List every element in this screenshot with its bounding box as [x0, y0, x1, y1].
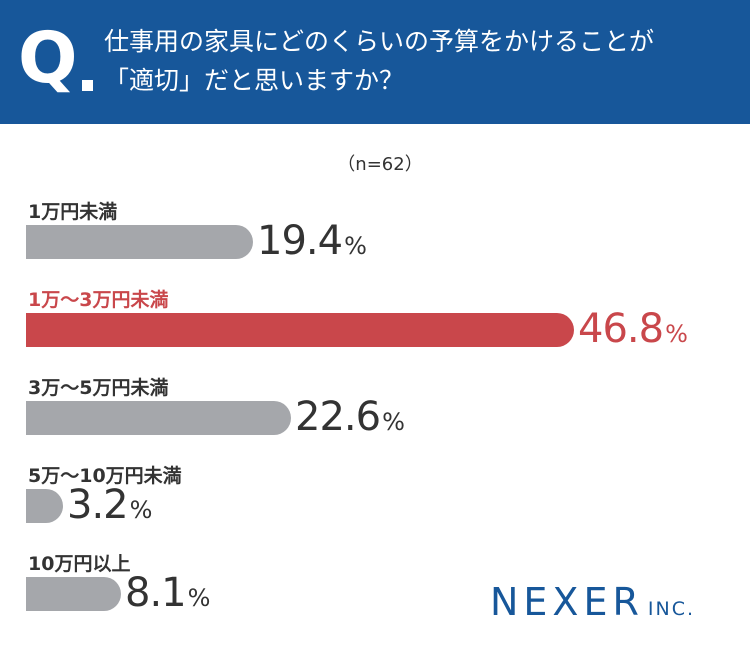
category-label: 1万〜3万円未満: [28, 289, 169, 311]
category-label: 5万〜10万円未満: [28, 465, 182, 487]
category-label: 1万円未満: [28, 201, 118, 223]
category-label: 3万〜5万円未満: [28, 377, 169, 399]
bar: [26, 489, 63, 523]
percent-sign: %: [187, 584, 211, 612]
value-label: 22.6%: [295, 397, 405, 437]
bar: [26, 225, 253, 259]
value-number: 19.4: [257, 218, 343, 264]
value-label: 8.1%: [125, 573, 210, 613]
percent-sign: %: [344, 232, 367, 260]
value-number: 22.6: [295, 394, 381, 440]
logo-main: NEXER: [490, 580, 644, 624]
bar: [26, 577, 121, 611]
value-label: 19.4%: [257, 221, 367, 261]
percent-sign: %: [129, 496, 153, 524]
percent-sign: %: [382, 408, 405, 436]
question-line-1: 仕事用の家具にどのくらいの予算をかけることが: [104, 27, 655, 56]
value-number: 46.8: [578, 306, 664, 352]
q-mark: Q: [18, 17, 77, 99]
question-line-2: 「適切」だと思いますか？: [104, 66, 405, 95]
bar: [26, 313, 574, 347]
category-label: 10万円以上: [28, 553, 131, 575]
bar: [26, 401, 291, 435]
value-number: 8.1: [125, 570, 187, 616]
q-dot: [82, 80, 93, 91]
question-text: 仕事用の家具にどのくらいの予算をかけることが 「適切」だと思いますか？: [104, 22, 744, 100]
sample-size: （n=62）: [337, 154, 423, 175]
logo-sub: INC.: [647, 598, 696, 620]
nexer-logo: NEXER INC.: [490, 580, 695, 624]
question-header: Q 仕事用の家具にどのくらいの予算をかけることが 「適切」だと思いますか？: [0, 0, 750, 124]
value-label: 3.2%: [67, 485, 152, 525]
percent-sign: %: [665, 320, 688, 348]
value-label: 46.8%: [578, 309, 688, 349]
value-number: 3.2: [67, 482, 129, 528]
